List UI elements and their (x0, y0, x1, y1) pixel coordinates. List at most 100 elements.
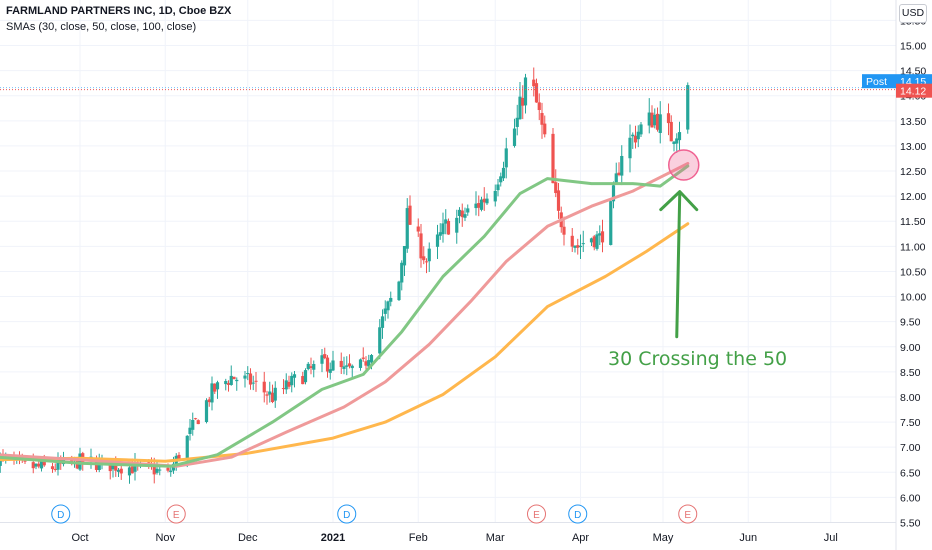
time-scale[interactable]: Oct Nov Dec 2021 Feb Mar Apr May Jun Jul (71, 532, 837, 544)
last-value: 14.12 (900, 86, 926, 98)
candle-body (650, 112, 654, 128)
event-marker-d[interactable]: D (568, 504, 588, 524)
candle-body (554, 182, 558, 194)
y-tick-label: 13.50 (900, 116, 926, 128)
candle-body (130, 466, 134, 474)
candle-body (534, 83, 539, 103)
candle-body (460, 210, 464, 218)
candle-body (614, 173, 618, 184)
candle-body (303, 370, 308, 383)
y-tick-label: 9.50 (900, 317, 921, 329)
candle-body (485, 198, 489, 204)
candle-body (262, 381, 266, 393)
candle-body (328, 369, 332, 373)
x-tick-label: 2021 (321, 532, 345, 544)
candle-body (639, 124, 643, 135)
event-marker-letter: E (684, 510, 691, 521)
candle-body (389, 297, 393, 302)
event-marker-circle (568, 504, 588, 524)
candle-body (246, 373, 250, 375)
event-marker-circle (678, 504, 698, 524)
last-value-bg (896, 83, 932, 98)
sma-100-line (0, 222, 690, 463)
candle-body (213, 383, 217, 392)
candle-body (347, 363, 352, 367)
candle-body (479, 199, 484, 210)
candle-body (378, 327, 382, 354)
candle-body (620, 155, 624, 176)
event-marker-e[interactable]: E (678, 504, 698, 524)
y-tick-label: 12.00 (900, 191, 926, 203)
event-marker-d[interactable]: D (337, 504, 357, 524)
crossover-highlight-circle (668, 149, 700, 181)
candle-body (446, 220, 451, 235)
y-tick-label: 15.00 (900, 41, 926, 53)
candle-body (196, 420, 200, 425)
candle-body (127, 467, 132, 476)
x-tick-label: Feb (409, 532, 428, 544)
event-marker-e[interactable]: E (166, 504, 186, 524)
candle-body (397, 281, 401, 301)
candle-body (268, 391, 272, 395)
y-tick-label: 11.00 (900, 241, 926, 253)
candle-body (463, 214, 467, 218)
candle-body (53, 468, 57, 470)
candle-body (515, 117, 519, 127)
candle-body (493, 190, 497, 202)
candle-body (281, 388, 286, 390)
price-scale[interactable]: 5.50 6.00 6.50 7.00 7.50 8.00 8.50 9.00 9.50 10.0… (900, 15, 926, 529)
candle-body (402, 246, 407, 266)
candle-body (427, 248, 431, 262)
candle-body (114, 461, 118, 471)
candle-body (501, 167, 506, 179)
candle-body (306, 363, 310, 370)
candle-body (477, 203, 481, 208)
event-marker-e[interactable]: E (527, 504, 546, 524)
candle-body (325, 357, 330, 372)
currency-button[interactable]: USD (899, 4, 927, 23)
candle-body (301, 376, 305, 385)
candle-body (633, 135, 638, 143)
candle-body (578, 245, 583, 248)
candle-body (672, 141, 676, 145)
x-tick-label: Oct (71, 532, 88, 544)
y-tick-label: 9.00 (900, 342, 921, 354)
candle-body (323, 354, 327, 359)
indicator-legend[interactable]: SMAs (30, close, 50, close, 100, close) (6, 21, 197, 33)
candle-body (232, 376, 236, 380)
candle-body (251, 382, 255, 384)
candle-body (589, 238, 594, 243)
candle-body (686, 85, 690, 130)
candle-body (441, 223, 445, 235)
candle-body (422, 256, 426, 261)
candle-body (435, 234, 440, 247)
event-marker-d[interactable]: D (51, 504, 71, 524)
annotation-text: 30 Crossing the 50 (608, 348, 787, 370)
symbol-title: FARMLAND PARTNERS INC, 1D, Cboe BZX (6, 5, 232, 17)
annotation-arrow-shaft (675, 192, 682, 339)
annotation-arrow-head (659, 190, 699, 212)
x-tick-label: Dec (238, 532, 258, 544)
y-tick-label: 13.00 (900, 141, 926, 153)
candle-body (416, 226, 420, 232)
candle-body (133, 462, 137, 472)
candle-body (248, 373, 253, 385)
y-tick-label: 5.50 (900, 518, 921, 530)
candle-body (595, 234, 599, 249)
candle-body (611, 185, 616, 202)
candle-body (78, 453, 82, 470)
candle-body (482, 198, 486, 203)
y-tick-label: 6.00 (900, 492, 921, 504)
candle-body (31, 462, 35, 469)
candle-body (169, 470, 173, 473)
candle-body (350, 365, 354, 369)
candle-body (518, 96, 522, 120)
candle-body (94, 461, 99, 470)
candle-body (600, 231, 605, 243)
x-tick-label: Jun (739, 532, 757, 544)
candle-body (675, 138, 679, 144)
candle-body (254, 380, 258, 382)
candle-body (669, 121, 673, 142)
